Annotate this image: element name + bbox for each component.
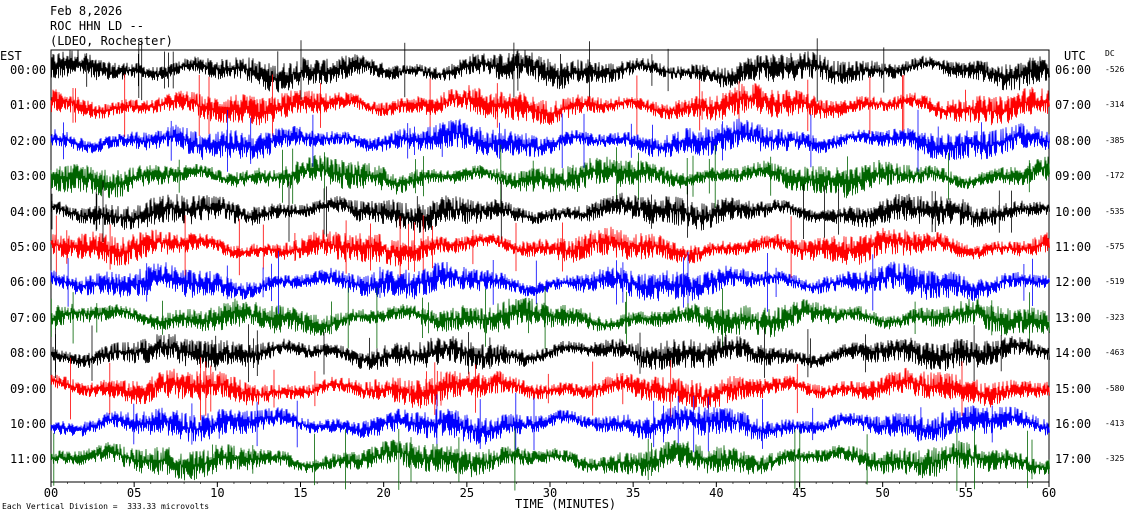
utc-hour-label: 15:00 [1055, 381, 1092, 396]
station-location: (LDEO, Rochester) [50, 34, 173, 48]
dc-offset-value: -580 [1105, 383, 1125, 393]
trace-0800 [50, 333, 1050, 372]
dc-offset-value: -413 [1105, 419, 1125, 428]
x-tick-label: 15 [293, 486, 308, 500]
utc-hour-label: 17:00 [1055, 452, 1092, 467]
x-tick-label: 60 [1041, 486, 1057, 500]
x-tick-label: 55 [958, 486, 974, 500]
est-hour-label: 05:00 [10, 240, 47, 254]
trace-1100 [50, 439, 1050, 481]
x-tick-label: 25 [459, 486, 475, 500]
x-tick-label: 30 [542, 486, 558, 500]
est-hour-label: 06:00 [10, 275, 47, 290]
est-hour-label: 08:00 [10, 346, 47, 361]
trace-0700 [50, 297, 1050, 338]
scale-footnote: Each Vertical Division = 333.33 microvol… [2, 502, 210, 511]
x-tick-label: 00 [43, 486, 59, 500]
trace-0200 [50, 118, 1050, 161]
trace-0900 [50, 367, 1050, 410]
dc-column-label: DC [1105, 49, 1115, 58]
x-tick-label: 20 [376, 486, 391, 500]
trace-1000 [50, 405, 1050, 445]
est-hour-label: 02:00 [10, 133, 47, 148]
dc-offset-value: -463 [1105, 348, 1125, 358]
x-tick-label: 10 [210, 486, 225, 500]
x-tick-label: 45 [792, 486, 807, 500]
est-hour-label: 01:00 [10, 98, 47, 113]
est-hour-label: 11:00 [10, 452, 47, 467]
est-hour-label: 04:00 [10, 204, 47, 219]
trace-0100 [50, 83, 1050, 126]
right-timezone-label: UTC [1064, 49, 1086, 63]
utc-hour-label: 07:00 [1055, 98, 1092, 113]
dc-offset-value: -575 [1105, 242, 1125, 251]
est-hour-label: 07:00 [10, 310, 47, 325]
trace-0300 [50, 154, 1050, 199]
left-timezone-label: EST [0, 49, 22, 63]
est-hour-label: 10:00 [10, 417, 47, 431]
dc-offset-value: -519 [1105, 277, 1125, 287]
x-tick-label: 35 [625, 486, 641, 500]
x-axis-label: TIME (MINUTES) [515, 497, 617, 511]
trace-0600 [50, 261, 1050, 302]
trace-0500 [50, 226, 1050, 267]
x-tick-label: 50 [875, 486, 890, 500]
utc-hour-label: 14:00 [1055, 346, 1092, 361]
station-code: ROC HHN LD -- [50, 19, 144, 33]
dc-offset-value: -526 [1105, 65, 1125, 74]
utc-hour-label: 11:00 [1055, 240, 1092, 254]
utc-hour-label: 09:00 [1055, 169, 1092, 184]
est-hour-label: 03:00 [10, 169, 47, 184]
dc-offset-value: -323 [1105, 312, 1125, 322]
trace-0400 [50, 192, 1050, 233]
x-tick-label: 40 [709, 486, 724, 500]
utc-hour-label: 10:00 [1055, 204, 1092, 219]
dc-offset-value: -535 [1105, 206, 1125, 216]
x-tick-label: 05 [126, 486, 142, 500]
utc-hour-label: 08:00 [1055, 133, 1092, 148]
dc-offset-value: -385 [1105, 135, 1125, 145]
est-hour-label: 09:00 [10, 381, 47, 396]
utc-hour-label: 06:00 [1055, 63, 1092, 77]
station-date: Feb 8,2026 [50, 4, 123, 18]
est-hour-label: 00:00 [10, 63, 47, 77]
utc-hour-label: 13:00 [1055, 310, 1092, 325]
dc-offset-value: -172 [1105, 171, 1125, 181]
trace-0000 [50, 49, 1050, 93]
dc-offset-value: -314 [1105, 100, 1125, 110]
utc-hour-label: 16:00 [1055, 417, 1092, 431]
utc-hour-label: 12:00 [1055, 275, 1092, 290]
dc-offset-value: -325 [1105, 454, 1125, 464]
